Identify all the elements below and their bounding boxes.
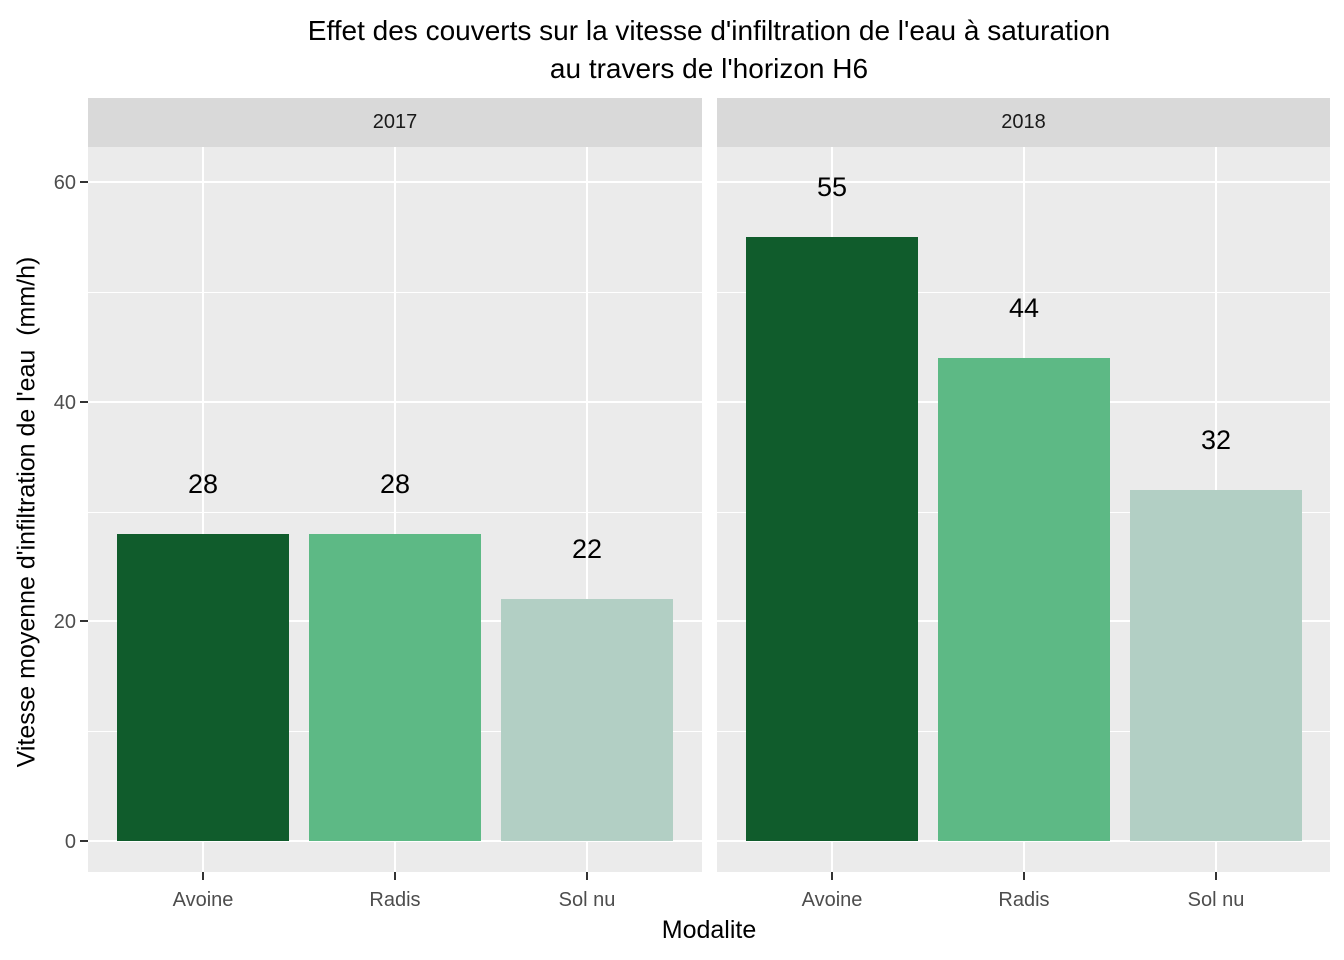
bar-value-label-2017-Radis: 28	[379, 468, 411, 499]
bar-2017-Radis	[309, 533, 481, 841]
facet-panel-2017: 28 28 22	[88, 147, 702, 872]
gridline-major-x-Sol nu	[586, 147, 588, 872]
x-axis-tick-mark-2018-Avoine	[831, 872, 833, 880]
bar-value-label-2018-Radis: 44	[1008, 292, 1040, 323]
x-axis-tick-mark-2018-Sol nu	[1215, 872, 1217, 880]
x-axis-tick-label-2018-Radis: Radis	[998, 889, 1050, 911]
x-axis-tick-label-2018-Sol nu: Sol nu	[1187, 889, 1245, 911]
y-axis-tick-label: 20	[53, 611, 76, 634]
bar-2017-Avoine	[117, 533, 289, 841]
facet-strip-label: 2018	[1001, 111, 1046, 133]
y-axis-tick-label: 40	[53, 391, 76, 414]
facet-strip-2018: 2018	[717, 98, 1330, 147]
bar-2018-Radis	[938, 357, 1110, 841]
chart-title-line-1: Effet des couverts sur la vitesse d'infi…	[307, 15, 1111, 46]
x-axis-tick-label-2017-Radis: Radis	[369, 889, 421, 911]
x-axis-title: Modalite	[661, 916, 757, 944]
x-axis-tick-mark-2018-Radis	[1023, 872, 1025, 880]
facet-strip-label: 2017	[372, 111, 418, 133]
chart-title-line-2: au travers de l'horizon H6	[549, 53, 869, 84]
bar-value-label-2018-Sol nu: 32	[1200, 424, 1232, 455]
y-axis-title: Vitesse moyenne d'infiltration de l'eau …	[12, 256, 41, 768]
y-axis-tick-label: 60	[53, 172, 76, 195]
bar-2017-Sol nu	[501, 599, 673, 841]
facet-panel-2018: 55 44 32	[717, 147, 1330, 872]
x-axis-tick-label-2017-Sol nu: Sol nu	[558, 889, 616, 911]
facet-strip-2017: 2017	[88, 98, 702, 147]
y-axis-tick-mark	[80, 181, 88, 184]
y-axis-tick-mark	[80, 620, 88, 623]
y-axis-tick-label: 0	[64, 831, 76, 853]
x-axis-tick-label-2018-Avoine: Avoine	[801, 889, 863, 911]
bar-value-label-2018-Avoine: 55	[816, 172, 848, 203]
bar-2018-Avoine	[746, 237, 918, 841]
bar-value-label-2017-Avoine: 28	[187, 468, 219, 499]
x-axis-tick-mark-2017-Avoine	[202, 872, 204, 880]
bar-2018-Sol nu	[1130, 489, 1302, 841]
bar-value-label-2017-Sol nu: 22	[571, 534, 603, 565]
x-axis-tick-mark-2017-Sol nu	[586, 872, 588, 880]
gridline-major-x-Radis	[394, 147, 396, 872]
gridline-major-x-Avoine	[202, 147, 204, 872]
y-axis-tick-mark	[80, 840, 88, 842]
y-axis-tick-mark	[80, 400, 88, 403]
x-axis-tick-mark-2017-Radis	[394, 872, 396, 880]
x-axis-tick-label-2017-Avoine: Avoine	[172, 889, 234, 911]
